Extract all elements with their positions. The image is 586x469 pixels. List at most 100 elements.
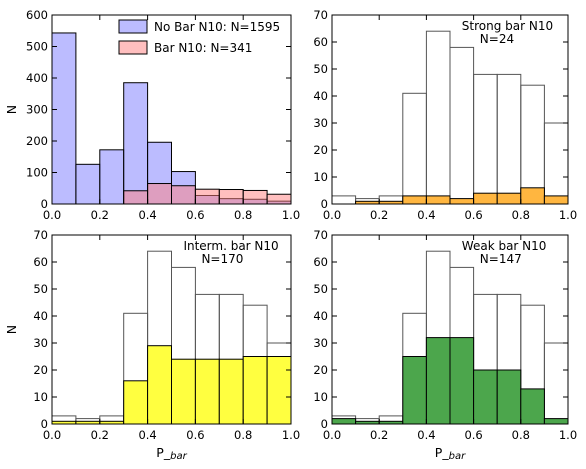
y-tick-label: 50 xyxy=(33,282,48,296)
y-tick-label: 10 xyxy=(313,390,328,404)
x-tick-label: 0.6 xyxy=(464,428,482,442)
y-tick-label: 400 xyxy=(26,71,48,85)
x-tick-label: 0.0 xyxy=(323,208,341,222)
bar xyxy=(194,358,220,425)
bar xyxy=(218,189,244,205)
panel-4: 0.0 0.2 0.4 0.6 0.8 1.0 0 10 20 30 40 50 60 70 P_bar We… xyxy=(313,228,577,462)
annotation-line: Strong bar N10 xyxy=(462,19,553,33)
bar xyxy=(402,92,427,205)
bar xyxy=(147,183,173,205)
bar xyxy=(473,73,498,205)
x-axis-label: P_bar xyxy=(435,445,466,462)
x-tick-label: 0.2 xyxy=(91,428,109,442)
y-tick-label: 70 xyxy=(313,8,328,22)
ticks: 0.0 0.2 0.4 0.6 0.8 1.0 0 10 20 30 40 50 60 70 xyxy=(33,228,300,442)
series-2 xyxy=(331,337,569,425)
bar xyxy=(425,337,451,425)
ticks: 0.0 0.2 0.4 0.6 0.8 1.0 0 10 20 30 40 50 60 70 xyxy=(313,228,577,442)
axes-frame xyxy=(331,234,569,425)
y-tick-label: 40 xyxy=(313,89,328,103)
bar xyxy=(425,195,451,205)
y-tick-label: 40 xyxy=(33,309,48,323)
bar xyxy=(171,185,196,205)
series-1 xyxy=(51,32,292,205)
legend-label: Bar N10: N=341 xyxy=(154,41,252,55)
x-tick-label: 0.6 xyxy=(186,208,204,222)
panel-1: 0.0 0.2 0.4 0.6 0.8 1.0 0 100 200 300 400 500 600 N No… xyxy=(4,8,300,222)
series-2 xyxy=(123,183,292,205)
y-tick-label: 600 xyxy=(26,8,48,22)
x-tick-label: 1.0 xyxy=(282,428,300,442)
annotation-line: N=24 xyxy=(480,32,514,46)
y-axis-label: N xyxy=(4,325,19,334)
x-tick-label: 0.8 xyxy=(234,208,252,222)
bar xyxy=(520,388,545,425)
bar xyxy=(449,198,475,205)
bar xyxy=(51,32,77,205)
legend-label: No Bar N10: N=1595 xyxy=(154,20,280,34)
x-tick-label: 0.2 xyxy=(370,208,388,222)
bar xyxy=(218,358,244,425)
axes-frame xyxy=(51,234,292,425)
y-tick-label: 40 xyxy=(313,309,328,323)
x-tick-label: 0.8 xyxy=(512,208,530,222)
y-tick-label: 0 xyxy=(41,197,48,211)
bar xyxy=(331,195,357,205)
bar xyxy=(242,356,268,425)
legend: No Bar N10: N=1595 Bar N10: N=341 xyxy=(118,19,280,55)
bar xyxy=(543,195,569,205)
x-tick-label: 0.6 xyxy=(464,208,482,222)
y-tick-label: 70 xyxy=(313,228,328,242)
x-tick-label: 0.8 xyxy=(234,428,252,442)
annotation-line: Weak bar N10 xyxy=(462,239,547,253)
x-tick-label: 0.4 xyxy=(138,428,156,442)
x-axis-label: P_bar xyxy=(156,445,187,462)
bar xyxy=(543,418,569,425)
legend-swatch xyxy=(118,40,148,55)
bar xyxy=(543,342,569,425)
annotation-line: Interm. bar N10 xyxy=(183,239,278,253)
ticks: 0.0 0.2 0.4 0.6 0.8 1.0 0 10 20 30 40 50 60 70 xyxy=(313,8,577,222)
y-tick-label: 50 xyxy=(313,62,328,76)
bar xyxy=(194,188,220,205)
bar xyxy=(496,73,522,205)
x-tick-label: 0.0 xyxy=(323,428,341,442)
y-tick-label: 0 xyxy=(321,417,328,431)
bar xyxy=(402,195,427,205)
bar xyxy=(520,187,545,205)
series-2 xyxy=(51,345,292,425)
bar xyxy=(75,163,101,205)
x-tick-label: 0.6 xyxy=(186,428,204,442)
bar xyxy=(147,345,173,425)
bar xyxy=(123,190,149,205)
x-tick-label: 0.4 xyxy=(417,208,435,222)
x-tick-label: 1.0 xyxy=(559,428,577,442)
axes-frame xyxy=(331,14,569,205)
x-tick-label: 1.0 xyxy=(282,208,300,222)
y-tick-label: 10 xyxy=(33,390,48,404)
bar xyxy=(123,380,149,425)
bar xyxy=(496,192,522,205)
bar xyxy=(543,122,569,205)
x-tick-label: 0.2 xyxy=(370,428,388,442)
y-tick-label: 60 xyxy=(33,255,48,269)
x-tick-label: 0.8 xyxy=(512,428,530,442)
bar xyxy=(331,418,357,425)
y-tick-label: 50 xyxy=(313,282,328,296)
panel-2: 0.0 0.2 0.4 0.6 0.8 1.0 0 10 20 30 40 50 60 70 Strong … xyxy=(313,8,577,222)
panel-3: 0.0 0.2 0.4 0.6 0.8 1.0 0 10 20 30 40 50 60 70 N P_bar I… xyxy=(4,228,300,462)
x-tick-label: 0.0 xyxy=(43,428,61,442)
y-tick-label: 0 xyxy=(41,417,48,431)
x-tick-label: 0.4 xyxy=(417,428,435,442)
bar xyxy=(123,82,149,205)
y-tick-label: 0 xyxy=(321,197,328,211)
y-tick-label: 300 xyxy=(26,103,48,117)
bar xyxy=(266,356,292,425)
y-tick-label: 10 xyxy=(313,170,328,184)
ticks: 0.0 0.2 0.4 0.6 0.8 1.0 0 100 200 300 400 500 600 xyxy=(26,8,300,222)
bar xyxy=(266,193,292,205)
y-tick-label: 100 xyxy=(26,166,48,180)
y-tick-label: 20 xyxy=(33,363,48,377)
bar xyxy=(425,30,451,205)
bar xyxy=(99,149,125,205)
